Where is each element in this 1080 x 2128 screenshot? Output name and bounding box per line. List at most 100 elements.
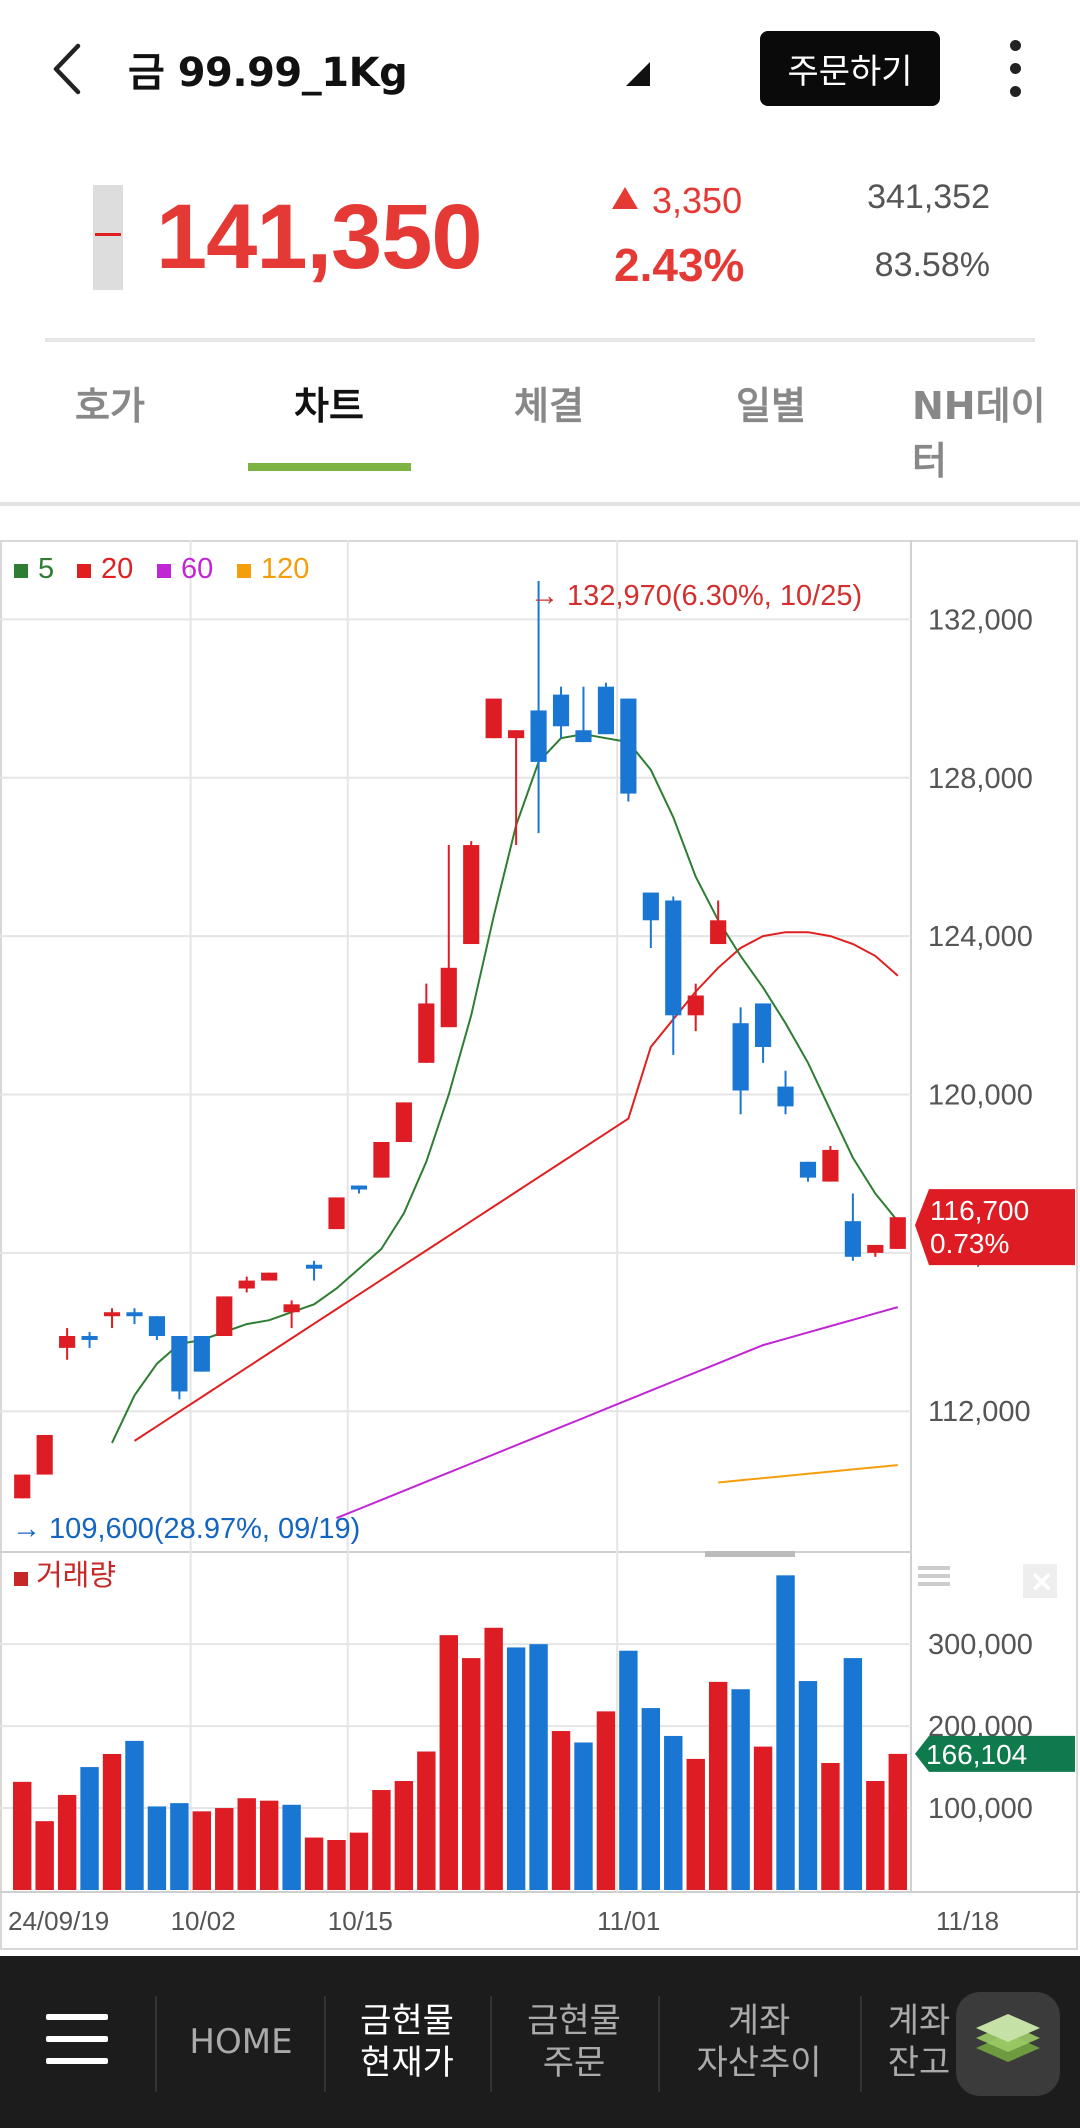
- quote-summary: 141,350 3,350 2.43% 341,352 83.58%: [0, 140, 1080, 342]
- candle-body: [328, 1197, 345, 1230]
- volume-bar: [843, 1658, 863, 1890]
- divider: [0, 502, 1080, 506]
- volume-bar: [506, 1647, 526, 1890]
- chart-canvas[interactable]: 24/09/19 10/02 10/15 11/01 11/18 132,000 128,0…: [0, 540, 1080, 1952]
- nav-gold-price[interactable]: 금현물 현재가: [326, 1956, 488, 2128]
- candle-body: [552, 694, 570, 727]
- bottom-nav: HOME 금현물 현재가 금현물 주문 계좌 자산추이 계좌 잔고: [0, 1956, 1080, 2128]
- current-volume-label: 166,104: [926, 1739, 1027, 1770]
- legend-label: 20: [101, 553, 133, 585]
- x-tick-label: 11/01: [597, 1906, 660, 1936]
- candle-body: [575, 730, 592, 743]
- price-change-percent: 2.43%: [614, 239, 745, 291]
- x-tick-label: 10/15: [328, 1906, 393, 1936]
- current-price-tag: [915, 1189, 1075, 1266]
- volume-bar: [551, 1731, 571, 1890]
- y-tick-label: 128,000: [928, 763, 1033, 795]
- candle-body: [59, 1336, 76, 1348]
- candle-body: [373, 1142, 390, 1178]
- nav-balance[interactable]: 계좌 잔고: [862, 1956, 976, 2128]
- layers-icon[interactable]: [956, 1992, 1060, 2096]
- candle-body: [710, 920, 727, 945]
- divider: [45, 338, 1035, 342]
- candle-body: [889, 1217, 906, 1249]
- y-tick-label: 132,000: [928, 604, 1033, 636]
- hamburger-menu-icon[interactable]: [46, 2014, 108, 2064]
- nav-label-line1: 금현물: [360, 2000, 454, 2041]
- x-tick-label: 10/02: [171, 1906, 236, 1936]
- ma20-line: [133, 931, 899, 1442]
- volume-bar: [372, 1790, 391, 1890]
- volume-bar: [798, 1681, 818, 1890]
- volume-bar: [80, 1767, 99, 1890]
- volume-bar: [574, 1742, 593, 1890]
- volume-bar: [215, 1808, 234, 1890]
- candle-body: [126, 1312, 143, 1317]
- volume-bar: [327, 1840, 346, 1890]
- volume-bar: [529, 1644, 548, 1890]
- y-tick-label: 124,000: [928, 921, 1033, 953]
- nav-label-line2: 자산추이: [696, 2043, 822, 2083]
- candle-body: [530, 710, 547, 762]
- mini-candle-icon: [93, 185, 123, 290]
- candle-body: [261, 1272, 278, 1281]
- candle-body: [508, 730, 525, 739]
- candle-body: [754, 1003, 772, 1047]
- volume-tick-label: 100,000: [928, 1793, 1033, 1825]
- tab-hoga[interactable]: 호가: [75, 384, 145, 428]
- chevron-left-icon[interactable]: [48, 42, 88, 96]
- page-title[interactable]: 금 99.99_1Kg: [128, 50, 408, 96]
- candle-body: [867, 1244, 884, 1253]
- close-pane-glyph: ✕: [1030, 1567, 1053, 1598]
- volume-tick-label: 300,000: [928, 1629, 1033, 1661]
- volume-bar: [596, 1711, 616, 1890]
- volume-bar: [394, 1781, 414, 1890]
- candle-body: [216, 1296, 233, 1336]
- tab-daily[interactable]: 일별: [736, 384, 806, 428]
- candle-body: [36, 1434, 53, 1475]
- tab-chart[interactable]: 차트: [294, 384, 364, 428]
- current-volume-tag: [915, 1735, 1075, 1772]
- volume-bar: [708, 1681, 728, 1890]
- current-pct-label: 0.73%: [930, 1228, 1009, 1259]
- legend-swatch: [237, 564, 251, 578]
- order-button[interactable]: 주문하기: [760, 31, 940, 106]
- price-chart[interactable]: 24/09/19 10/02 10/15 11/01 11/18 132,000 128,0…: [0, 540, 1080, 1952]
- tab-nh-data[interactable]: NH데이터: [912, 384, 1046, 483]
- min-price-annotation: → 109,600(28.97%, 09/19): [12, 1513, 360, 1545]
- max-price-annotation: → 132,970(6.30%, 10/25): [530, 580, 862, 612]
- volume-bar: [147, 1806, 167, 1890]
- volume-bar: [102, 1753, 122, 1890]
- volume-bar: [888, 1753, 907, 1890]
- candle-body: [687, 995, 704, 1016]
- ma120-line: [718, 1464, 898, 1484]
- volume-bar: [866, 1781, 885, 1890]
- legend-swatch: [14, 564, 28, 578]
- volume-bar: [192, 1811, 212, 1890]
- tab-bar: 호가 차트 체결 일별 NH데이터: [0, 345, 1080, 505]
- more-vertical-icon[interactable]: [1000, 40, 1030, 100]
- nav-home[interactable]: HOME: [160, 1956, 322, 2128]
- candle-body: [844, 1221, 861, 1257]
- volume-bar: [349, 1832, 369, 1890]
- nav-asset-trend[interactable]: 계좌 자산추이: [660, 1956, 858, 2128]
- tab-trades[interactable]: 체결: [514, 384, 584, 428]
- current-price: 141,350: [156, 186, 483, 288]
- candle-body: [799, 1161, 817, 1178]
- x-tick-label: 24/09/19: [8, 1906, 109, 1936]
- active-tab-indicator: [248, 463, 411, 471]
- dropdown-triangle-icon[interactable]: [626, 62, 650, 86]
- candle-body: [14, 1474, 31, 1499]
- candle-body: [418, 1003, 435, 1063]
- nav-gold-order[interactable]: 금현물 주문: [492, 1956, 656, 2128]
- candle-body: [148, 1316, 166, 1336]
- legend-label: 5: [38, 553, 54, 585]
- nav-label-line2: 주문: [542, 2043, 606, 2083]
- volume-bar: [170, 1803, 189, 1890]
- y-tick-label: 112,000: [928, 1396, 1031, 1428]
- trade-volume: 341,352: [867, 178, 990, 216]
- volume-bar: [237, 1798, 256, 1890]
- legend-swatch: [77, 564, 91, 578]
- candle-body: [485, 698, 502, 739]
- candle-body: [103, 1312, 121, 1317]
